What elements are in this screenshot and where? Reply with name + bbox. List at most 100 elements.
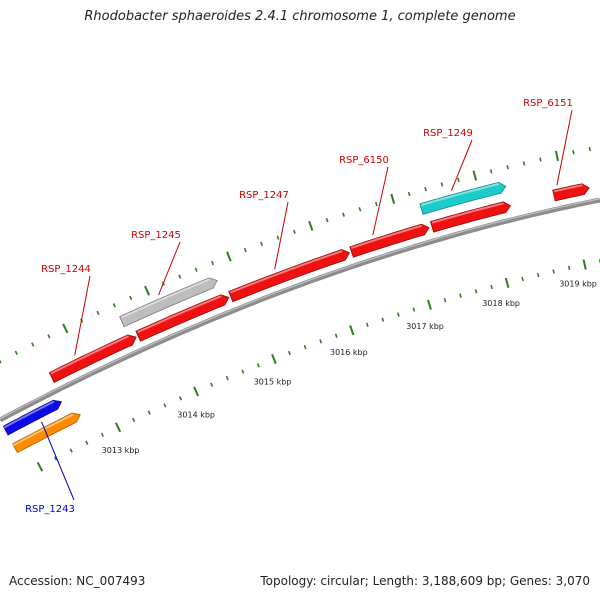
gene-label-leader — [450, 139, 473, 191]
gene-arrow — [349, 223, 430, 258]
inner-scale-tick — [193, 386, 200, 397]
inner-scale-tick — [114, 422, 122, 433]
gene-label-leader — [372, 166, 389, 236]
outer-scale-tick — [0, 359, 2, 364]
gene-feature — [228, 249, 351, 303]
outer-scale-tick — [178, 274, 182, 279]
tick-marks — [0, 146, 600, 472]
gene-arrow — [48, 334, 137, 383]
outer-scale-tick — [522, 161, 526, 166]
inner-scale-tick — [521, 276, 524, 282]
outer-scale-tick — [539, 157, 542, 162]
gene-label: RSP_1244 — [41, 264, 91, 275]
inner-scale-tick — [567, 265, 571, 270]
kbp-label: 3014 kbp — [177, 410, 215, 419]
outer-scale-tick — [374, 201, 378, 207]
inner-scale-tick — [552, 269, 555, 274]
kbp-label: 3017 kbp — [406, 322, 444, 331]
inner-scale-tick — [163, 403, 167, 408]
inner-scale-tick — [303, 344, 307, 350]
gene-labels: RSP_1243 RSP_1244 RSP_1245 RSP_1247 RSP_6150… — [25, 98, 573, 515]
outer-scale-tick — [457, 177, 460, 183]
gene-arrow-highlight — [553, 184, 583, 193]
inner-scale-tick — [271, 354, 277, 365]
inner-scale-tick — [36, 461, 44, 472]
gene-arrow — [552, 183, 590, 202]
inner-scale-tick — [365, 322, 369, 327]
label-leaders — [41, 109, 573, 501]
gene-arrow — [228, 249, 351, 303]
inner-scale-tick — [256, 363, 260, 368]
gene-label-leader — [158, 241, 181, 296]
backbone-highlight — [0, 198, 600, 420]
gene-feature — [349, 223, 430, 258]
outer-scale-tick — [390, 193, 396, 204]
inner-scale-tick — [69, 448, 73, 453]
gene-arrow-highlight — [50, 335, 129, 375]
genome-summary-text: Topology: circular; Length: 3,188,609 bp… — [260, 574, 590, 588]
outer-scale-tick — [14, 350, 18, 355]
gene-features — [2, 181, 590, 454]
inner-scale-tick — [582, 259, 587, 270]
gene-feature — [430, 201, 512, 233]
inner-scale-tick — [427, 299, 432, 310]
gene-label-leader — [74, 275, 91, 356]
outer-scale-tick — [96, 310, 100, 316]
gene-feature — [419, 181, 507, 215]
gene-label: RSP_1247 — [239, 190, 289, 201]
gene-feature — [119, 277, 218, 328]
inner-scale-tick — [85, 440, 89, 445]
gene-arrow-highlight — [431, 202, 504, 224]
gene-feature — [135, 294, 230, 342]
inner-scale-tick — [100, 432, 105, 438]
outer-scale-tick — [489, 169, 493, 174]
outer-scale-tick — [211, 260, 215, 266]
gene-arrow — [430, 201, 512, 233]
outer-scale-tick — [407, 191, 411, 197]
gene-arrow-highlight — [12, 413, 74, 446]
gene-label: RSP_1243 — [25, 504, 75, 515]
backbone-line — [0, 197, 600, 423]
inner-scale-tick — [490, 284, 493, 290]
outer-scale-tick — [358, 207, 362, 212]
outer-scale-tick — [440, 182, 444, 187]
outer-scale-tick — [276, 235, 280, 240]
gene-arrow-highlight — [137, 295, 222, 334]
gene-label: RSP_6150 — [339, 155, 389, 166]
inner-scale-tick — [225, 375, 229, 381]
kbp-label: 3018 kbp — [482, 299, 520, 308]
outer-scale-tick — [572, 150, 575, 155]
gene-arrow — [419, 181, 507, 215]
outer-scale-tick — [325, 218, 329, 223]
backbone — [0, 197, 600, 423]
gene-feature — [552, 183, 590, 202]
outer-scale-tick — [226, 251, 232, 262]
inner-scale-tick — [288, 350, 291, 356]
gene-label-leader — [556, 109, 573, 186]
gene-arrow-highlight — [3, 400, 55, 429]
gene-label-leader — [41, 421, 75, 501]
outer-scale-tick — [47, 334, 51, 339]
accession-text: Accession: NC_007493 — [9, 574, 146, 588]
outer-scale-tick — [243, 247, 247, 253]
inner-scale-tick — [210, 382, 214, 387]
gene-label: RSP_1249 — [423, 128, 473, 139]
inner-scale-tick — [459, 293, 462, 298]
inner-scale-tick — [178, 396, 183, 401]
outer-scale-tick — [129, 295, 133, 301]
outer-scale-tick — [112, 303, 116, 308]
inner-scale-tick — [504, 277, 510, 288]
outer-scale-tick — [62, 323, 69, 334]
outer-scale-tick — [308, 220, 314, 231]
gene-arrow — [2, 399, 62, 436]
inner-scale-tick — [319, 339, 323, 344]
inner-scale-tick — [334, 333, 338, 338]
kbp-label: 3019 kbp — [559, 280, 597, 289]
gene-arrow-highlight — [229, 250, 343, 294]
outer-scale-tick — [506, 165, 509, 170]
gene-arrow — [135, 294, 230, 342]
inner-scale-tick — [241, 369, 245, 374]
inner-scale-tick — [147, 410, 151, 415]
inner-scale-tick — [381, 317, 385, 322]
